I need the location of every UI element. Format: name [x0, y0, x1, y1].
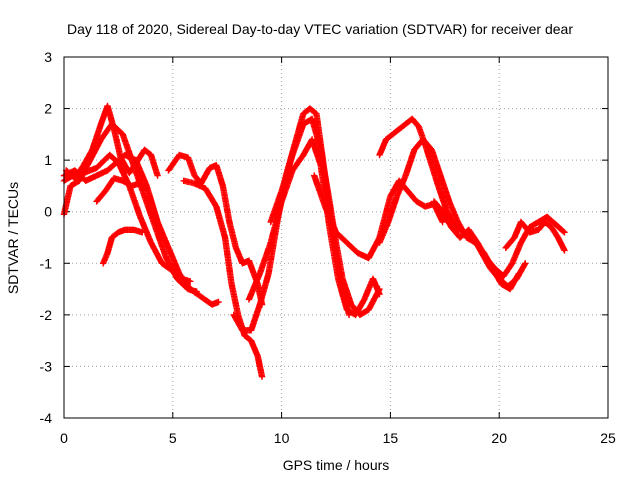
- plus-markers: [502, 218, 568, 254]
- y-tick-label: -1: [40, 255, 53, 271]
- x-tick-label: 20: [491, 430, 507, 446]
- series-track-6: [99, 226, 146, 267]
- plot-frame: [63, 56, 609, 419]
- plus-markers: [93, 175, 150, 205]
- x-axis-label: GPS time / hours: [283, 457, 390, 473]
- series-track-8: [180, 177, 266, 380]
- y-tick-label: -2: [40, 307, 53, 323]
- y-tick-label: 3: [44, 49, 52, 65]
- y-tick-label: -3: [40, 358, 53, 374]
- data-points: [60, 102, 568, 380]
- series-track-4: [62, 102, 161, 182]
- plus-markers: [245, 136, 383, 319]
- series-track-10: [245, 136, 383, 319]
- series-track-12: [311, 172, 446, 262]
- chart-title: Day 118 of 2020, Sidereal Day-to-day VTE…: [67, 21, 573, 37]
- plus-markers: [99, 226, 146, 267]
- plus-markers: [311, 172, 446, 262]
- y-tick-label: 0: [44, 204, 52, 220]
- y-tick-label: 2: [44, 101, 52, 117]
- x-tick-label: 10: [274, 430, 290, 446]
- series-track-5: [93, 175, 150, 205]
- y-tick-label: -4: [40, 410, 53, 426]
- plus-markers: [62, 102, 161, 182]
- y-tick-label: 1: [44, 152, 52, 168]
- plus-markers: [267, 115, 383, 319]
- x-tick-label: 25: [600, 430, 616, 446]
- series-track-16: [502, 218, 568, 254]
- plus-markers: [180, 177, 266, 380]
- x-tick-label: 15: [383, 430, 399, 446]
- x-tick-label: 0: [60, 430, 68, 446]
- x-tick-label: 5: [169, 430, 177, 446]
- y-axis-label: SDTVAR / TECUs: [5, 182, 21, 294]
- series-track-11: [267, 115, 383, 319]
